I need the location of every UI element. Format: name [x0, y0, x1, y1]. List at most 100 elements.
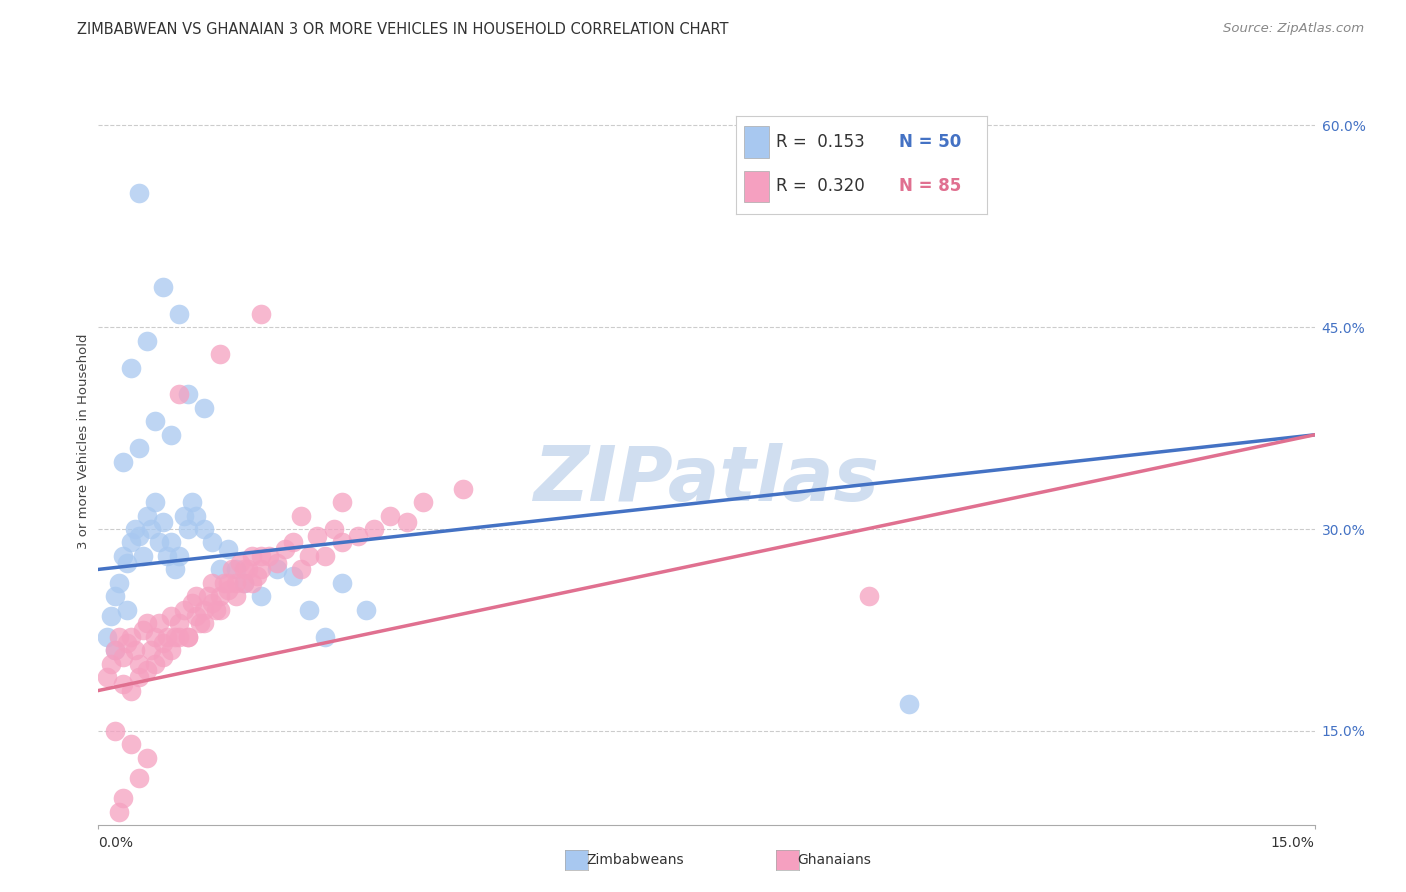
Text: R =  0.320: R = 0.320: [776, 178, 865, 195]
Point: [104, 643, 127, 657]
Point: [193, 603, 215, 617]
Text: 15.0%: 15.0%: [1271, 836, 1315, 850]
Text: R =  0.153: R = 0.153: [776, 133, 865, 151]
Point: [209, 562, 232, 576]
Point: [152, 649, 174, 664]
Point: [120, 683, 142, 698]
Point: [120, 360, 142, 375]
Point: [160, 427, 183, 442]
Point: [104, 590, 127, 604]
Point: [169, 630, 191, 644]
Point: [111, 649, 134, 664]
Point: [143, 630, 166, 644]
Point: [249, 549, 271, 563]
Point: [120, 630, 142, 644]
Point: [184, 508, 207, 523]
Point: [120, 535, 142, 549]
Point: [209, 590, 232, 604]
Point: [249, 307, 271, 321]
Point: [128, 657, 150, 671]
Text: 0.0%: 0.0%: [98, 836, 134, 850]
Point: [107, 805, 129, 819]
Point: [136, 508, 159, 523]
Point: [115, 556, 138, 570]
Point: [363, 522, 385, 536]
Text: ZIPatlas: ZIPatlas: [533, 443, 880, 516]
Point: [347, 529, 370, 543]
Point: [128, 771, 150, 785]
Point: [128, 442, 150, 456]
Text: ZIMBABWEAN VS GHANAIAN 3 OR MORE VEHICLES IN HOUSEHOLD CORRELATION CHART: ZIMBABWEAN VS GHANAIAN 3 OR MORE VEHICLE…: [77, 22, 728, 37]
Point: [193, 522, 215, 536]
Point: [184, 609, 207, 624]
Point: [111, 455, 134, 469]
Point: [205, 603, 228, 617]
Point: [233, 562, 256, 576]
Point: [225, 575, 247, 590]
Point: [160, 643, 183, 657]
Point: [201, 596, 224, 610]
Point: [107, 575, 129, 590]
Point: [281, 535, 304, 549]
Point: [132, 549, 155, 563]
Point: [165, 562, 187, 576]
Point: [111, 677, 134, 691]
Point: [307, 529, 329, 543]
Point: [290, 562, 312, 576]
Point: [225, 590, 247, 604]
Point: [128, 670, 150, 684]
Point: [143, 495, 166, 509]
Point: [124, 522, 146, 536]
Point: [266, 556, 288, 570]
Point: [176, 387, 198, 401]
Point: [169, 307, 191, 321]
Point: [169, 616, 191, 631]
Point: [176, 522, 198, 536]
Point: [111, 791, 134, 805]
Point: [201, 535, 224, 549]
Point: [330, 535, 353, 549]
Point: [152, 636, 174, 650]
Point: [212, 575, 235, 590]
Point: [96, 670, 118, 684]
Point: [412, 495, 434, 509]
Point: [132, 623, 155, 637]
Point: [330, 575, 353, 590]
Text: Zimbabweans: Zimbabweans: [586, 853, 683, 867]
Point: [143, 657, 166, 671]
Point: [225, 562, 247, 576]
Point: [395, 516, 418, 530]
Point: [266, 562, 288, 576]
Point: [193, 616, 215, 631]
Point: [96, 630, 118, 644]
Point: [209, 603, 232, 617]
Point: [188, 616, 211, 631]
Point: [298, 603, 321, 617]
Point: [160, 609, 183, 624]
Point: [156, 549, 179, 563]
Point: [148, 616, 170, 631]
Point: [217, 582, 239, 597]
Point: [245, 569, 267, 583]
Point: [139, 522, 162, 536]
Point: [238, 562, 260, 576]
Point: [453, 482, 475, 496]
Point: [242, 575, 264, 590]
Point: [165, 630, 187, 644]
FancyBboxPatch shape: [744, 127, 769, 158]
Point: [197, 590, 219, 604]
Point: [107, 630, 129, 644]
Point: [257, 549, 280, 563]
Point: [136, 616, 159, 631]
Point: [233, 575, 256, 590]
Point: [176, 630, 198, 644]
Point: [143, 414, 166, 428]
Point: [229, 556, 252, 570]
Point: [136, 334, 159, 348]
Point: [169, 387, 191, 401]
Point: [111, 549, 134, 563]
Text: Source: ZipAtlas.com: Source: ZipAtlas.com: [1223, 22, 1364, 36]
Point: [156, 630, 179, 644]
Point: [124, 643, 146, 657]
Point: [314, 549, 336, 563]
